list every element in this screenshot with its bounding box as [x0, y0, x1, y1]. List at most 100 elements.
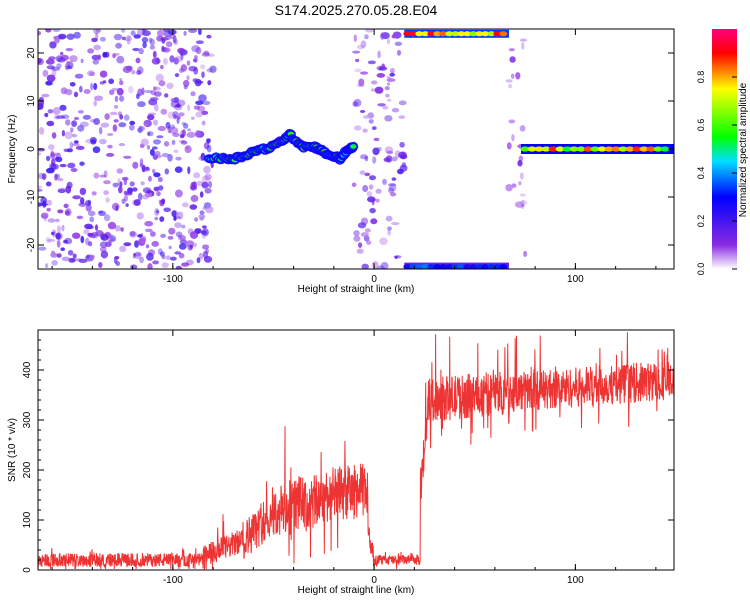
noise-speckle [198, 214, 206, 219]
noise-speckle [393, 255, 402, 259]
alias-band-cell [439, 264, 448, 269]
noise-speckle [89, 71, 96, 76]
noise-speckle [189, 231, 199, 239]
noise-speckle [63, 239, 68, 244]
noise-speckle [376, 73, 386, 78]
snr-ylabel: SNR (10 * v/v) [7, 418, 18, 482]
alias-band-cell [463, 31, 472, 37]
noise-speckle [198, 29, 202, 36]
noise-speckle [137, 88, 143, 97]
noise-speckle [372, 147, 380, 156]
noise-speckle [129, 181, 135, 187]
noise-speckle [152, 50, 157, 59]
steady-band-cell [541, 146, 551, 152]
x-tick-label: -100 [163, 575, 183, 586]
noise-speckle [83, 229, 90, 235]
noise-speckle [166, 41, 173, 48]
noise-speckle [46, 74, 56, 83]
steady-band-cell [625, 146, 635, 152]
noise-speckle [186, 131, 196, 138]
noise-speckle [176, 115, 181, 120]
snr-plot-area [38, 332, 674, 570]
noise-speckle [100, 233, 109, 241]
noise-speckle [191, 242, 197, 248]
noise-speckle [174, 216, 182, 219]
noise-speckle [369, 175, 376, 181]
noise-speckle [377, 103, 386, 107]
noise-speckle [175, 55, 183, 63]
noise-speckle [79, 121, 89, 128]
alias-band-cell [475, 31, 484, 37]
noise-speckle [175, 231, 183, 238]
noise-speckle [147, 131, 151, 136]
noise-speckle [173, 149, 179, 153]
noise-speckle [382, 178, 387, 185]
noise-speckle [364, 155, 369, 162]
noise-speckle [372, 156, 377, 164]
noise-speckle [202, 244, 210, 250]
noise-speckle [386, 75, 392, 82]
noise-speckle [508, 48, 515, 52]
noise-speckle [172, 132, 180, 137]
colorbar-tick-label: 0.0 [696, 263, 706, 276]
noise-speckle [203, 50, 210, 56]
steady-band-cell [597, 146, 607, 152]
noise-speckle [61, 224, 65, 232]
noise-speckle [186, 75, 190, 81]
steady-band-cell [569, 146, 579, 152]
noise-speckle [85, 237, 90, 246]
noise-speckle [371, 261, 379, 269]
noise-speckle [41, 93, 50, 98]
noise-speckle [128, 85, 134, 94]
noise-speckle [170, 124, 176, 129]
noise-speckle [87, 48, 94, 54]
noise-speckle [129, 124, 135, 131]
noise-speckle [387, 226, 392, 231]
noise-speckle [46, 199, 53, 206]
noise-speckle [86, 225, 95, 230]
noise-speckle [187, 104, 191, 112]
alias-band-cell [433, 31, 442, 37]
noise-speckle [207, 80, 212, 86]
noise-speckle [511, 183, 517, 188]
steady-band-cell [604, 146, 614, 152]
noise-speckle [127, 187, 134, 194]
noise-speckle [505, 79, 513, 83]
noise-speckle [138, 47, 144, 55]
noise-speckle [61, 130, 65, 137]
steady-band-cell [639, 146, 649, 152]
noise-speckle [205, 206, 214, 214]
noise-speckle [151, 146, 158, 150]
alias-band-cell [481, 264, 490, 269]
noise-speckle [161, 262, 169, 268]
alias-band-cell [457, 264, 466, 269]
spectrogram-ylabel: Frequency (Hz) [7, 115, 18, 184]
noise-speckle [515, 72, 521, 80]
noise-speckle [193, 172, 201, 179]
noise-speckle [59, 104, 67, 111]
noise-speckle [38, 57, 42, 64]
noise-speckle [91, 54, 100, 61]
noise-speckle [179, 134, 185, 139]
noise-speckle [49, 41, 57, 49]
noise-speckle [389, 72, 396, 77]
y-tick-label: 100 [22, 511, 33, 528]
noise-speckle [170, 256, 177, 261]
steady-band-cell [548, 146, 558, 152]
noise-speckle [55, 218, 60, 223]
noise-speckle [149, 38, 155, 47]
noise-speckle [38, 202, 42, 207]
alias-band-cell [409, 31, 418, 37]
noise-speckle [388, 183, 397, 192]
noise-speckle [64, 131, 73, 140]
noise-speckle [181, 262, 190, 267]
noise-speckle [95, 32, 99, 40]
noise-speckle [56, 115, 66, 119]
noise-speckle [384, 115, 393, 122]
noise-speckle [60, 51, 64, 56]
noise-speckle [78, 202, 87, 207]
noise-speckle [54, 36, 60, 44]
noise-speckle [131, 70, 136, 75]
noise-speckle [200, 64, 206, 70]
noise-speckle [132, 199, 140, 206]
